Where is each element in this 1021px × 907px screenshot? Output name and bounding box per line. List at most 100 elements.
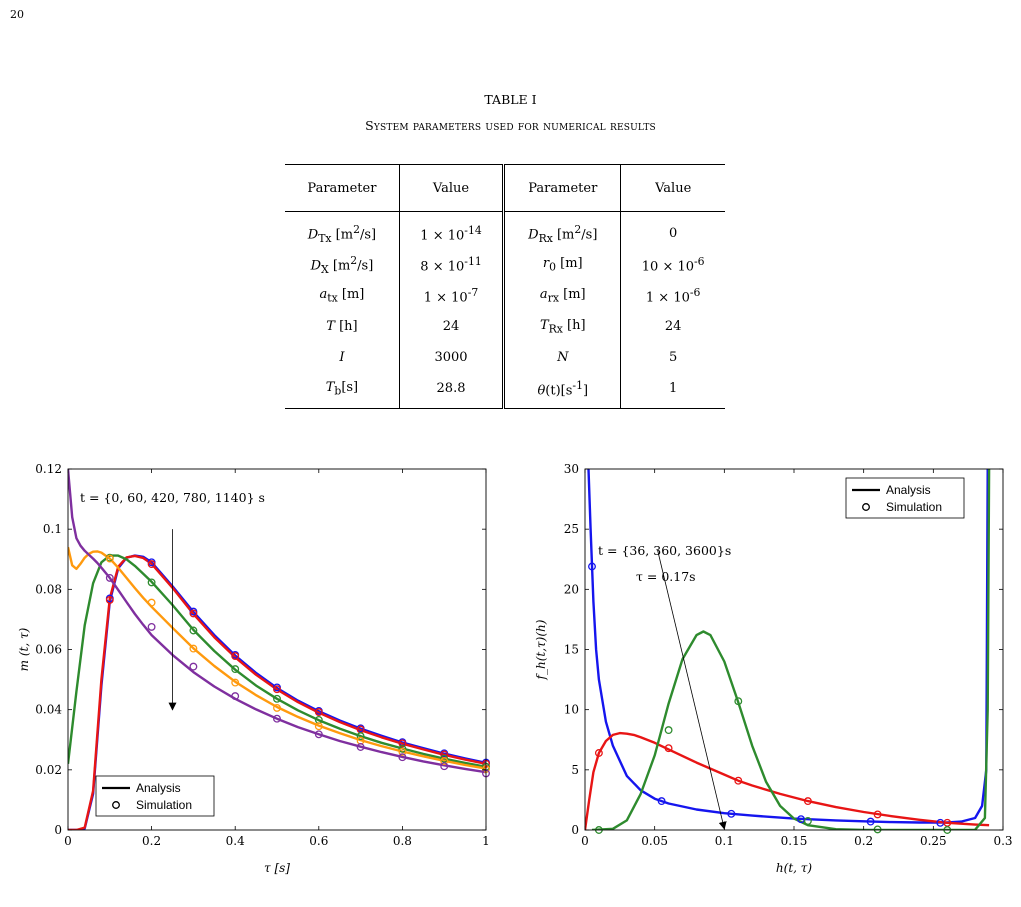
sim-point — [873, 825, 882, 834]
y-tick-label: 10 — [564, 703, 579, 717]
param-name-cell: atx [m] — [285, 280, 400, 311]
table-row: I 3000 N 5 — [285, 342, 725, 373]
param-name-cell: I — [285, 342, 400, 373]
header-value-1: Value — [399, 164, 506, 212]
chart-m-vs-tau: 0 0.2 0.4 0.6 0.8 1 0 0.02 0.04 0.06 0.08 0.1 0.12 τ … — [17, 462, 490, 875]
sim-point — [314, 708, 323, 717]
x-tick-label: 1 — [482, 834, 490, 848]
sim-point — [189, 626, 198, 635]
y-tick-label: 0 — [54, 823, 62, 837]
y-tick-label: 30 — [564, 462, 579, 476]
simulation-markers — [105, 553, 490, 778]
sim-point — [105, 554, 114, 563]
sim-point — [273, 703, 281, 712]
param-value-cell: 24 — [664, 319, 682, 334]
sim-point — [231, 678, 240, 687]
param-name-cell: arx [m] — [503, 280, 622, 311]
y-tick-label: 0.1 — [43, 522, 62, 536]
sim-point — [873, 810, 882, 819]
legend — [845, 477, 965, 519]
series-line-4 — [68, 469, 486, 774]
x-tick-label: 0 — [64, 834, 72, 848]
y-tick-label: 0.12 — [35, 462, 62, 476]
sim-point — [440, 754, 449, 763]
annotation-time-values: t = {0, 60, 420, 780, 1140} s — [80, 490, 265, 505]
x-tick-label: 0.3 — [993, 834, 1012, 848]
param-name-cell: r0 [m] — [503, 249, 622, 280]
sim-point — [231, 665, 240, 674]
sim-point — [803, 817, 812, 825]
sim-point — [231, 692, 240, 701]
x-tick-label: 0.8 — [393, 834, 412, 848]
param-name-cell: N — [503, 342, 622, 373]
sim-point — [189, 609, 198, 618]
sim-point — [147, 622, 156, 631]
table-row: atx [m] 1 × 10-7 arx [m] 1 × 10-6 — [285, 280, 725, 311]
legend-marker-swatch — [112, 801, 120, 809]
sim-point — [734, 697, 743, 706]
sim-point — [398, 753, 407, 762]
param-name-cell: TRx [h] — [503, 311, 622, 342]
legend-entry-simulation: Simulation — [886, 500, 942, 514]
y-tick-label: 15 — [564, 643, 579, 657]
sim-point — [273, 685, 281, 694]
table-row: T [h] 24 TRx [h] 24 — [285, 311, 725, 342]
annotation-tau-value: τ = 0.17s — [636, 569, 696, 584]
x-tick-label: 0.15 — [781, 834, 808, 848]
series-line-1 — [68, 554, 486, 830]
x-axis-label: h(t, τ) — [776, 861, 813, 875]
x-tick-label: 0.2 — [854, 834, 873, 848]
param-name-cell: T [h] — [285, 311, 400, 342]
sim-point — [356, 743, 365, 751]
x-tick-label: 0.4 — [226, 834, 245, 848]
header-parameter-2: Parameter — [503, 164, 622, 212]
x-axis-label: τ [s] — [264, 861, 290, 875]
sim-point — [727, 809, 736, 818]
table-caption-title: System parameters used for numerical res… — [365, 118, 656, 133]
sim-point — [273, 694, 281, 703]
sim-point — [314, 722, 323, 731]
sim-point — [440, 762, 449, 771]
header-value-2: Value — [620, 164, 725, 212]
sim-point — [147, 578, 156, 587]
param-name-cell: Tb[s] — [285, 373, 400, 409]
y-tick-label: 0.04 — [35, 703, 62, 717]
param-value-cell: 1 × 10-14 — [399, 211, 506, 249]
sim-point — [734, 776, 743, 785]
x-tick-label: 0 — [581, 834, 589, 848]
y-tick-label: 20 — [564, 582, 579, 596]
y-tick-label: 0 — [571, 823, 579, 837]
series-line-0 — [587, 469, 989, 824]
sim-point — [594, 749, 603, 757]
param-value-cell: 1 × 10-6 — [645, 285, 701, 306]
x-tick-label: 0.1 — [715, 834, 734, 848]
sim-point — [314, 730, 323, 739]
sim-point — [588, 562, 596, 571]
sim-point — [866, 817, 875, 826]
legend-entry-analysis: Analysis — [136, 781, 181, 795]
param-name-cell: DX [m2/s] — [285, 249, 400, 280]
y-axis-label: f_h(t,τ)(h) — [534, 619, 548, 680]
sim-point — [398, 747, 407, 756]
sim-point — [189, 644, 198, 653]
y-tick-label: 0.08 — [35, 582, 62, 596]
sim-point — [440, 757, 449, 766]
parameters-table: Parameter Value Parameter Value DTx [m2/… — [285, 164, 725, 409]
sim-point — [273, 714, 281, 723]
legend-entry-analysis: Analysis — [886, 483, 931, 497]
annotation-time-values: t = {36, 360, 3600}s — [598, 543, 731, 558]
sim-point — [664, 726, 673, 735]
table-row: DTx [m2/s] 1 × 10-14 DRx [m2/s] 0 — [285, 211, 725, 249]
sim-point — [803, 797, 812, 806]
param-value-cell: 28.8 — [399, 373, 506, 409]
sim-point — [657, 797, 666, 806]
sim-point — [356, 732, 365, 741]
x-tick-label: 0.6 — [309, 834, 328, 848]
table-row: Tb[s] 28.8 θ(t)[s-1] 1 — [285, 373, 725, 409]
y-tick-label: 0.02 — [35, 763, 62, 777]
table-row: DX [m2/s] 8 × 10-11 r0 [m] 10 × 10-6 — [285, 249, 725, 280]
y-axis-label: m (t, τ) — [17, 627, 31, 671]
sim-point — [189, 662, 198, 671]
sim-point — [664, 744, 673, 753]
legend-marker-swatch — [862, 503, 870, 511]
